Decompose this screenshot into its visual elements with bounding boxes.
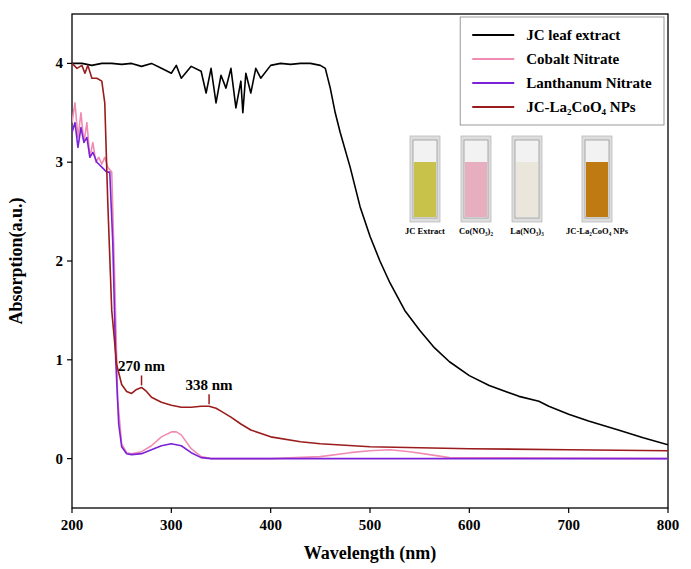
cuvette [464,140,488,218]
y-tick-label: 2 [56,253,64,269]
x-axis-title: Wavelength (nm) [304,543,437,564]
x-tick [369,508,370,513]
y-tick-label: 1 [56,352,64,368]
cuvette-frame [582,136,612,222]
cuvette-liquid [465,162,487,217]
cuvette-label: La(NO₃)₃ [510,226,544,236]
cuvette [515,140,539,218]
series-line [72,123,668,459]
x-tick-label: 200 [61,517,84,533]
x-tick-label: 400 [259,517,282,533]
series-line [72,103,668,459]
y-tick [67,162,72,163]
annotation-marker [208,394,210,404]
legend-label: Cobalt Nitrate [526,51,619,67]
legend-swatch [472,82,514,84]
x-tick-label: 500 [359,517,382,533]
y-tick-label: 4 [56,55,64,71]
x-tick [469,508,470,513]
cuvette-label: JC Extract [405,226,445,236]
legend-box [460,17,664,125]
x-tick [667,508,668,513]
legend-swatch [472,34,514,36]
legend-label: JC-La₂CoO₄ NPs [526,99,636,115]
y-tick [67,63,72,64]
legend-label: Lanthanum Nitrate [526,75,652,91]
cuvette-label: Co(NO₃)₂ [459,226,493,236]
cuvette [585,140,609,218]
legend-swatch [472,58,514,60]
y-tick [67,359,72,360]
y-axis-title: Absorption(a.u.) [6,197,27,324]
annotation-marker [141,375,143,385]
x-tick [71,508,72,513]
y-tick [67,458,72,459]
cuvette-liquid [586,162,608,217]
x-tick-label: 800 [657,517,680,533]
x-tick-label: 600 [458,517,481,533]
chart: 200 300 400 500 600 700 800 0 1 2 3 4 Wavelength (nm… [0,0,691,569]
y-tick-label: 3 [56,154,64,170]
legend-swatch [472,106,514,108]
legend-label: JC leaf extract [526,27,620,43]
cuvette-liquid [414,162,436,217]
cuvette-frame [410,136,440,222]
annotation-label: 338 nm [186,377,234,393]
x-tick [270,508,271,513]
x-tick-label: 700 [557,517,580,533]
plot-frame [72,14,668,508]
x-tick [568,508,569,513]
legend: JC leaf extract Cobalt Nitrate Lanthanum N… [460,17,664,125]
x-tick-label: 300 [160,517,183,533]
y-tick-label: 0 [56,451,64,467]
cuvette [413,140,437,218]
x-tick [171,508,172,513]
cuvette-frame [461,136,491,222]
inset-photo: JC Extract Co(NO₃)₂ La(NO₃)₃ JC-La₂CoO₄ NPs [405,136,629,236]
cuvette-frame [512,136,542,222]
cuvette-liquid [516,162,538,217]
annotation-label: 270 nm [118,358,166,374]
cuvette-label: JC-La₂CoO₄ NPs [566,226,629,236]
y-tick [67,260,72,261]
